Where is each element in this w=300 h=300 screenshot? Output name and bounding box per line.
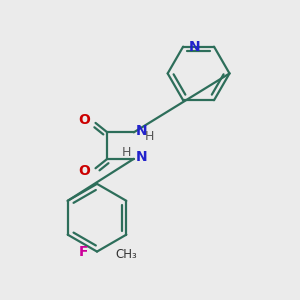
Text: H: H [122,146,131,159]
Text: H: H [145,130,154,143]
Text: N: N [136,124,148,138]
Text: F: F [79,244,88,259]
Text: CH₃: CH₃ [116,248,137,262]
Text: N: N [188,40,200,54]
Text: O: O [78,113,90,127]
Text: N: N [135,150,147,164]
Text: O: O [78,164,90,178]
